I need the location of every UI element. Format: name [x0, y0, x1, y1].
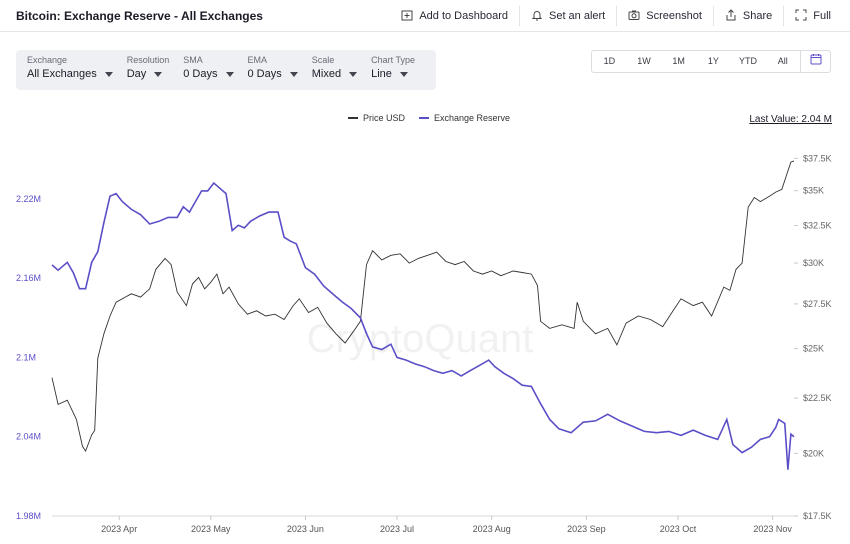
y-right-tick-label: $35K [803, 186, 824, 196]
add-to-dashboard-label: Add to Dashboard [419, 10, 508, 22]
calendar-button[interactable] [800, 50, 830, 73]
chevron-down-icon [104, 71, 113, 77]
range-all-button[interactable]: All [777, 56, 788, 66]
x-tick-label: 2023 Jun [287, 524, 324, 534]
fullscreen-label: Full [813, 10, 831, 22]
screenshot-button[interactable]: Screenshot [616, 6, 713, 26]
chart-type-label: Chart Type [371, 55, 415, 65]
ema-label: EMA [247, 55, 268, 65]
top-bar: Bitcoin: Exchange Reserve - All Exchange… [0, 0, 850, 32]
exchange-label: Exchange [27, 55, 68, 65]
x-tick-label: 2023 Aug [473, 524, 511, 534]
y-right-tick-label: $17.5K [803, 511, 832, 521]
legend-label-price: Price USD [363, 113, 406, 123]
chart-legend: Price USD Exchange Reserve [348, 113, 510, 123]
y-left-tick-label: 1.98M [16, 511, 41, 521]
y-right-tick-label: $22.5K [803, 393, 832, 403]
chart-type-select[interactable]: Chart Type Line [364, 50, 422, 90]
bell-icon [531, 9, 543, 24]
legend-swatch-price [348, 117, 358, 119]
y-right-tick-label: $27.5K [803, 299, 832, 309]
resolution-label: Resolution [126, 55, 170, 65]
add-to-dashboard-button[interactable]: Add to Dashboard [390, 6, 519, 26]
series-line-price [51, 160, 795, 452]
legend-item-price[interactable]: Price USD [348, 113, 405, 123]
share-button[interactable]: Share [712, 6, 783, 26]
resolution-value: Day [126, 68, 147, 80]
share-icon [725, 8, 737, 24]
fullscreen-icon [795, 9, 807, 24]
page-title: Bitcoin: Exchange Reserve - All Exchange… [16, 9, 263, 23]
sma-select[interactable]: SMA 0 Days [176, 50, 240, 90]
line-chart: CryptoQuant 2023 Apr 2023 May 2023 Jun 2023… [16, 153, 832, 534]
add-dashboard-icon [401, 9, 413, 24]
chevron-down-icon [154, 71, 163, 77]
range-ytd-button[interactable]: YTD [739, 56, 758, 66]
range-1m-button[interactable]: 1M [672, 56, 685, 66]
exchange-value: All Exchanges [27, 68, 97, 80]
calendar-icon [810, 51, 822, 73]
range-1d-button[interactable]: 1D [603, 56, 616, 66]
fullscreen-button[interactable]: Full [783, 6, 842, 26]
scale-label: Scale [311, 55, 335, 65]
exchange-select[interactable]: Exchange All Exchanges [20, 50, 120, 90]
legend-swatch-reserve [419, 117, 430, 119]
range-1w-button[interactable]: 1W [637, 56, 651, 66]
x-axis-ticks: 2023 Apr 2023 May 2023 Jun 2023 Jul 2023 Aug… [101, 516, 792, 534]
ema-value: 0 Days [247, 68, 282, 80]
x-tick-label: 2023 May [191, 524, 231, 534]
y-axis-right-ticks: $37.5K $35K $32.5K $30K $27.5K $25K $22.5K $20K… [794, 153, 832, 521]
y-right-tick-label: $32.5K [803, 221, 832, 231]
y-right-tick-label: $25K [803, 344, 824, 354]
header-actions: Add to Dashboard Set an alert Screenshot… [390, 0, 842, 32]
x-tick-label: 2023 Apr [101, 524, 137, 534]
set-alert-label: Set an alert [548, 10, 606, 22]
y-left-tick-label: 2.22M [16, 194, 41, 204]
scale-value: Mixed [311, 68, 342, 80]
ema-select[interactable]: EMA 0 Days [241, 50, 305, 90]
sma-label: SMA [183, 55, 203, 65]
chart-type-value: Line [371, 68, 392, 80]
y-left-tick-label: 2.04M [16, 432, 41, 442]
watermark: CryptoQuant [307, 317, 534, 361]
scale-select[interactable]: Scale Mixed [305, 50, 364, 90]
y-right-tick-label: $20K [803, 448, 824, 458]
x-tick-label: 2023 Jul [380, 524, 414, 534]
y-right-tick-label: $37.5K [803, 153, 832, 163]
chevron-down-icon [289, 71, 298, 77]
last-value-link[interactable]: Last Value: 2.04 M [749, 114, 832, 125]
set-alert-button[interactable]: Set an alert [518, 6, 616, 26]
chart-filters: Exchange All Exchanges Resolution Day SM… [16, 50, 436, 90]
resolution-select[interactable]: Resolution Day [120, 50, 177, 90]
y-left-tick-label: 2.1M [16, 352, 36, 362]
x-tick-label: 2023 Nov [753, 524, 792, 534]
series-line-exchange-reserve [51, 181, 795, 470]
range-1y-button[interactable]: 1Y [707, 56, 719, 66]
x-tick-label: 2023 Sep [567, 524, 606, 534]
chevron-down-icon [349, 71, 358, 77]
y-axis-left-ticks: 2.22M 2.16M 2.1M 2.04M 1.98M [16, 194, 41, 521]
share-label: Share [742, 10, 773, 22]
legend-label-reserve: Exchange Reserve [434, 113, 511, 123]
chevron-down-icon [225, 71, 234, 77]
chevron-down-icon [399, 71, 408, 77]
y-left-tick-label: 2.16M [16, 273, 41, 283]
time-range-selector: 1D 1W 1M 1Y YTD All [591, 50, 831, 73]
legend-item-reserve[interactable]: Exchange Reserve [419, 113, 510, 123]
y-right-tick-label: $30K [803, 258, 824, 268]
screenshot-label: Screenshot [646, 10, 702, 22]
x-tick-label: 2023 Oct [660, 524, 697, 534]
camera-icon [628, 9, 640, 24]
sma-value: 0 Days [183, 68, 218, 80]
